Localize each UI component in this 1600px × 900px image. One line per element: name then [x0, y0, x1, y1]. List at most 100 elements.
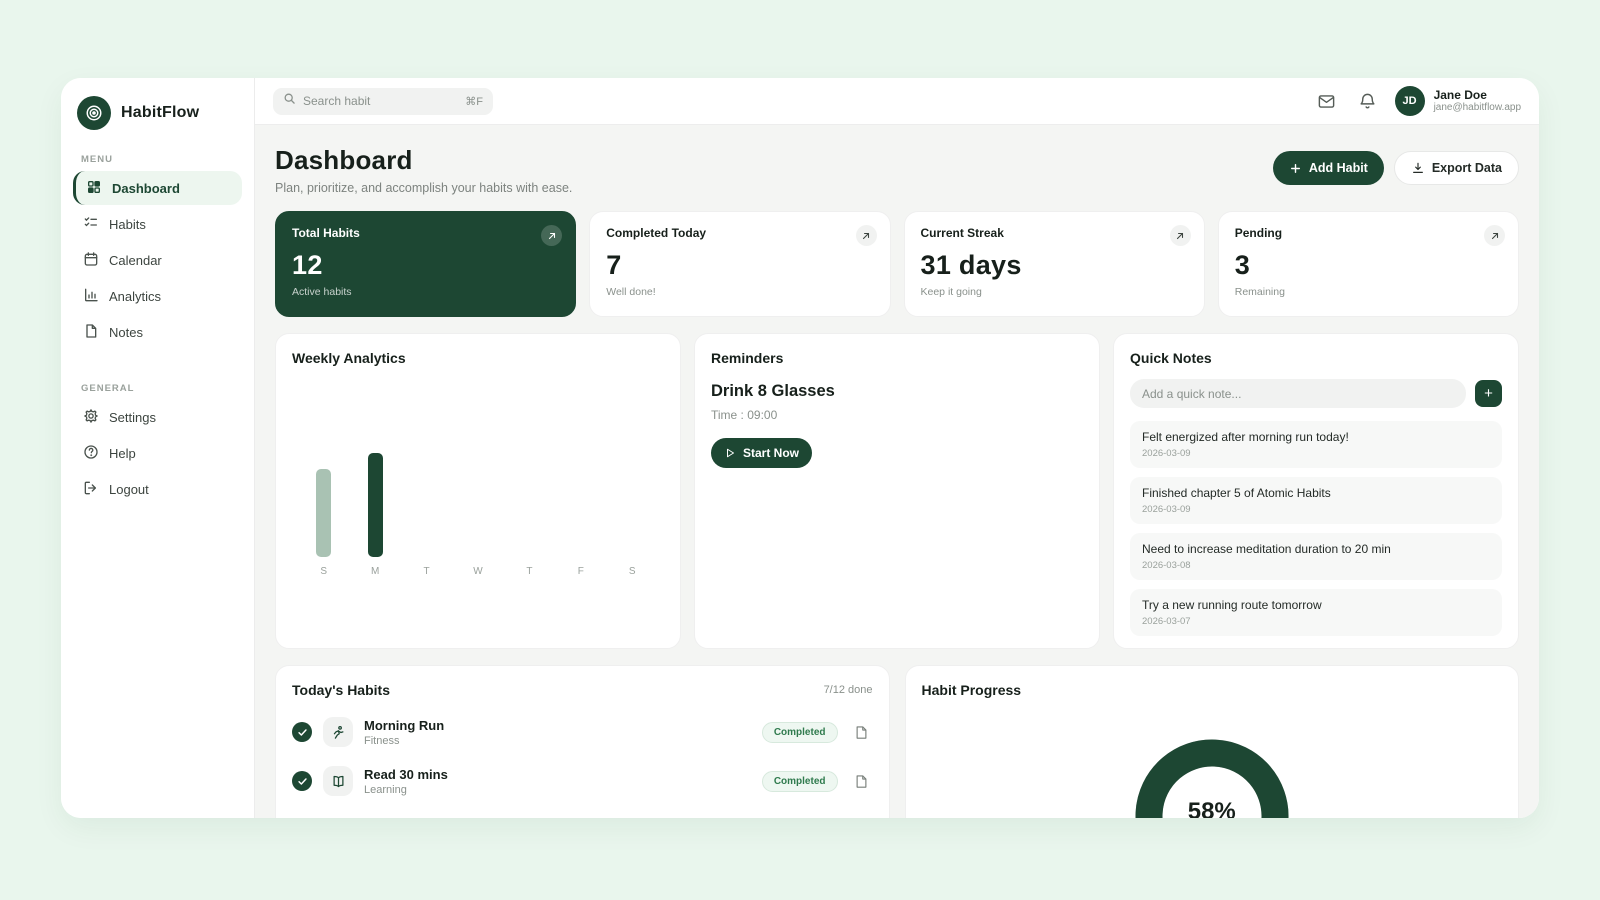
todays-habits-card: Today's Habits 7/12 done — [275, 665, 890, 818]
stat-card-total-habits: Total Habits 12 Active habits — [275, 211, 577, 317]
stat-open-button[interactable] — [1484, 225, 1505, 246]
habit-note-button[interactable] — [850, 721, 873, 744]
search-shortcut: ⌘F — [465, 95, 483, 108]
note-page-icon — [856, 774, 866, 788]
stat-card-completed-today: Completed Today 7 Well done! — [589, 211, 891, 317]
user-name: Jane Doe — [1433, 87, 1487, 102]
stat-open-button[interactable] — [541, 225, 563, 246]
weekly-analytics-card: Weekly Analytics S M T W T F S — [275, 333, 681, 649]
sidebar-item-label: Notes — [109, 324, 143, 340]
main-area: ⌘F JD Jane Doe jane@habitflow.app — [255, 78, 1539, 818]
download-icon — [1412, 162, 1423, 173]
bar-label: T — [423, 566, 430, 577]
checklist-icon — [83, 215, 99, 234]
weekly-analytics-title: Weekly Analytics — [292, 350, 406, 366]
habit-note-button[interactable] — [850, 770, 873, 793]
sidebar-item-label: Logout — [109, 481, 149, 497]
habit-progress-donut: 58% Completed — [1122, 726, 1302, 818]
habit-progress-title: Habit Progress — [921, 682, 1022, 698]
sidebar-item-notes[interactable]: Notes — [73, 315, 242, 349]
reminder-time: Time : 09:00 — [711, 408, 778, 422]
plus-icon — [1290, 163, 1300, 173]
habit-row: Morning Run Fitness Completed — [292, 717, 873, 747]
stats-row: Total Habits 12 Active habits Completed … — [275, 211, 1519, 317]
sidebar-item-label: Settings — [109, 409, 156, 425]
add-note-button[interactable]: + — [1475, 380, 1502, 407]
habits-progress-count: 7/12 done — [823, 684, 873, 696]
help-circle-icon — [83, 444, 99, 463]
mail-icon — [1318, 94, 1334, 108]
sidebar-item-logout[interactable]: Logout — [73, 472, 242, 506]
gear-icon — [83, 408, 99, 427]
arrow-up-right-icon — [1177, 232, 1184, 239]
bar-label: M — [370, 566, 380, 577]
sidebar-item-dashboard[interactable]: Dashboard — [73, 171, 242, 205]
progress-percent: 58% — [1187, 798, 1236, 818]
habit-row: Read 30 mins Learning Completed — [292, 766, 873, 796]
sidebar-item-settings[interactable]: Settings — [73, 400, 242, 434]
bar-label: F — [577, 566, 584, 577]
reminders-card: Reminders Drink 8 Glasses Time : 09:00 S… — [694, 333, 1100, 649]
search-input[interactable] — [303, 94, 459, 108]
notifications-button[interactable] — [1354, 88, 1381, 115]
page-subtitle: Plan, prioritize, and accomplish your ha… — [275, 181, 573, 195]
calendar-icon — [83, 251, 99, 270]
quick-note-input[interactable] — [1130, 379, 1466, 408]
sidebar-item-calendar[interactable]: Calendar — [73, 243, 242, 277]
note-page-icon — [856, 725, 866, 739]
user-profile[interactable]: JD Jane Doe jane@habitflow.app — [1394, 86, 1521, 116]
sidebar-item-label: Calendar — [109, 252, 162, 268]
note-item[interactable]: Need to increase meditation duration to … — [1130, 533, 1502, 580]
sidebar-item-habits[interactable]: Habits — [73, 207, 242, 241]
play-icon — [727, 448, 734, 458]
note-item[interactable]: Finished chapter 5 of Atomic Habits 2026… — [1130, 477, 1502, 524]
bar-chart-icon — [83, 287, 99, 306]
sidebar-item-analytics[interactable]: Analytics — [73, 279, 242, 313]
habit-check-button[interactable] — [292, 771, 312, 791]
note-item[interactable]: Try a new running route tomorrow 2026-03… — [1130, 589, 1502, 636]
bar-label: T — [526, 566, 533, 577]
sidebar-section-menu: MENU — [81, 154, 113, 165]
dashboard-content: Dashboard Plan, prioritize, and accompli… — [255, 125, 1539, 818]
stat-open-button[interactable] — [1169, 225, 1191, 246]
brand-logo[interactable]: HabitFlow — [73, 94, 242, 144]
start-now-button[interactable]: Start Now — [711, 438, 813, 468]
page-title: Dashboard — [275, 145, 413, 175]
open-book-icon — [323, 766, 353, 796]
quick-notes-card: Quick Notes + Felt energized after morni… — [1113, 333, 1519, 649]
arrow-up-right-icon — [862, 232, 870, 239]
bell-icon — [1360, 93, 1375, 108]
dashboard-grid-icon — [86, 179, 102, 198]
mail-button[interactable] — [1313, 88, 1340, 115]
bar-label: S — [628, 566, 636, 577]
check-icon — [297, 728, 307, 736]
avatar: JD — [1394, 86, 1425, 116]
stat-open-button[interactable] — [855, 225, 877, 246]
bar-label: S — [320, 566, 328, 577]
todays-habits-title: Today's Habits — [292, 682, 390, 698]
stat-card-pending: Pending 3 Remaining — [1217, 211, 1519, 317]
sidebar-item-label: Analytics — [109, 288, 162, 304]
note-item[interactable]: Felt energized after morning run today! … — [1130, 421, 1502, 468]
sidebar-item-label: Dashboard — [112, 180, 180, 196]
export-data-button[interactable]: Export Data — [1393, 151, 1519, 185]
arrow-up-right-icon — [548, 232, 555, 239]
bar — [367, 453, 383, 557]
user-email: jane@habitflow.app — [1433, 102, 1521, 114]
add-habit-button[interactable]: Add Habit — [1272, 151, 1384, 185]
sidebar-item-help[interactable]: Help — [73, 436, 242, 470]
habit-progress-card: Habit Progress 58% Completed — [904, 665, 1519, 818]
search-box[interactable]: ⌘F — [273, 87, 493, 115]
habit-check-button[interactable] — [292, 722, 312, 742]
weekly-bar-chart: S M T W T F S — [292, 398, 664, 578]
search-icon — [283, 92, 296, 110]
sidebar: HabitFlow MENU Dashboard Habits — [61, 78, 255, 818]
arrow-up-right-icon — [1491, 232, 1498, 239]
reminders-title: Reminders — [711, 350, 784, 366]
bar-label: W — [473, 566, 483, 577]
quick-notes-title: Quick Notes — [1130, 350, 1212, 366]
check-icon — [297, 777, 307, 785]
sidebar-section-general: GENERAL — [81, 383, 135, 394]
brand-name: HabitFlow — [121, 104, 200, 121]
reminder-habit-name: Drink 8 Glasses — [711, 382, 835, 400]
